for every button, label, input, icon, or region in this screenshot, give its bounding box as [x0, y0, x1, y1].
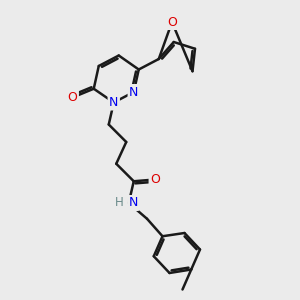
- Text: N: N: [109, 96, 119, 109]
- Text: N: N: [129, 196, 138, 209]
- Text: O: O: [68, 91, 77, 104]
- Text: O: O: [150, 173, 160, 186]
- Text: O: O: [167, 16, 177, 28]
- Text: H: H: [115, 196, 124, 209]
- Text: N: N: [129, 85, 138, 98]
